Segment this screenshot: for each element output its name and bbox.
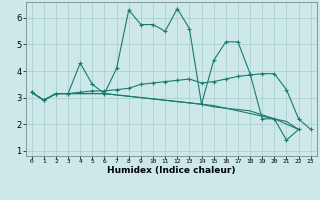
X-axis label: Humidex (Indice chaleur): Humidex (Indice chaleur) [107,166,236,175]
